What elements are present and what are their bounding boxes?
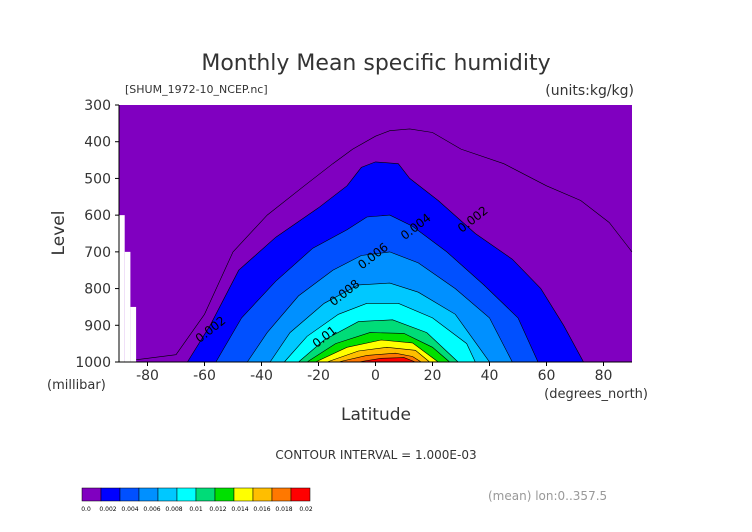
colorbar-tick-label: 0.016	[253, 506, 270, 513]
x-tick-label: 0	[371, 368, 380, 384]
units-label: (units:kg/kg)	[545, 83, 634, 99]
y-tick-label: 1000	[75, 355, 111, 371]
colorbar: 0.0 0.002 0.004 0.006 0.008 0.01 0.012 0.014 0.0…	[81, 487, 313, 513]
x-tick-label: -40	[250, 368, 273, 384]
colorbar-tick-label: 0.002	[99, 506, 116, 513]
x-tick-label: -80	[136, 368, 159, 384]
chart-title: Monthly Mean specific humidity	[201, 51, 550, 76]
colorbar-tick-label: 0.012	[209, 506, 226, 513]
colorbar-swatch	[157, 487, 178, 502]
colorbar-tick-label: 0.0	[81, 506, 91, 513]
x-tick-label: -60	[193, 368, 216, 384]
x-axis-title: Latitude	[341, 405, 411, 425]
axes: -80 -60 -40 -20 0 20 40 60 80 300 400 500 600 700 800 9…	[75, 98, 632, 384]
colorbar-tick-label: 0.01	[189, 506, 203, 513]
colorbar-swatch	[195, 487, 216, 502]
colorbar-tick-label: 0.008	[165, 506, 182, 513]
y-tick-label: 300	[84, 98, 111, 114]
colorbar-tick-label: 0.02	[299, 506, 313, 513]
colorbar-swatch	[100, 487, 121, 502]
outer-contour-line	[118, 128, 633, 363]
source-label: [SHUM_1972-10_NCEP.nc]	[125, 83, 268, 96]
y-tick-label: 500	[84, 171, 111, 187]
y-axis-title: Level	[49, 211, 69, 256]
y-tick-label: 700	[84, 245, 111, 261]
colorbar-swatch	[119, 487, 140, 502]
colorbar-swatch	[176, 487, 197, 502]
footer-label: (mean) lon:0..357.5	[488, 489, 607, 503]
colorbar-swatch	[290, 487, 311, 502]
y-axis-unit-label: (millibar)	[47, 378, 106, 393]
y-tick-label: 800	[84, 282, 111, 298]
colorbar-tick-label: 0.018	[275, 506, 292, 513]
missing-data-region-0	[119, 215, 125, 362]
x-axis-unit-label: (degrees_north)	[544, 387, 648, 402]
x-tick-label: 20	[424, 368, 442, 384]
x-tick-label: -20	[307, 368, 330, 384]
x-tick-label: 60	[538, 368, 556, 384]
colorbar-swatch	[271, 487, 292, 502]
colorbar-tick-label: 0.004	[121, 506, 138, 513]
y-tick-label: 900	[84, 318, 111, 334]
colorbar-tick-label: 0.006	[143, 506, 160, 513]
colorbar-swatch	[81, 487, 102, 502]
colorbar-swatch	[138, 487, 159, 502]
colorbar-swatch	[214, 487, 235, 502]
x-tick-label: 80	[595, 368, 613, 384]
y-tick-label: 400	[84, 135, 111, 151]
missing-data-region-1	[124, 251, 131, 362]
colorbar-swatch	[252, 487, 273, 502]
colorbar-tick-label: 0.014	[231, 506, 248, 513]
missing-data-region-2	[130, 306, 137, 362]
x-tick-label: 40	[481, 368, 499, 384]
y-tick-label: 600	[84, 208, 111, 224]
contour-interval-label: CONTOUR INTERVAL = 1.000E-03	[275, 448, 476, 462]
colorbar-swatch	[233, 487, 254, 502]
